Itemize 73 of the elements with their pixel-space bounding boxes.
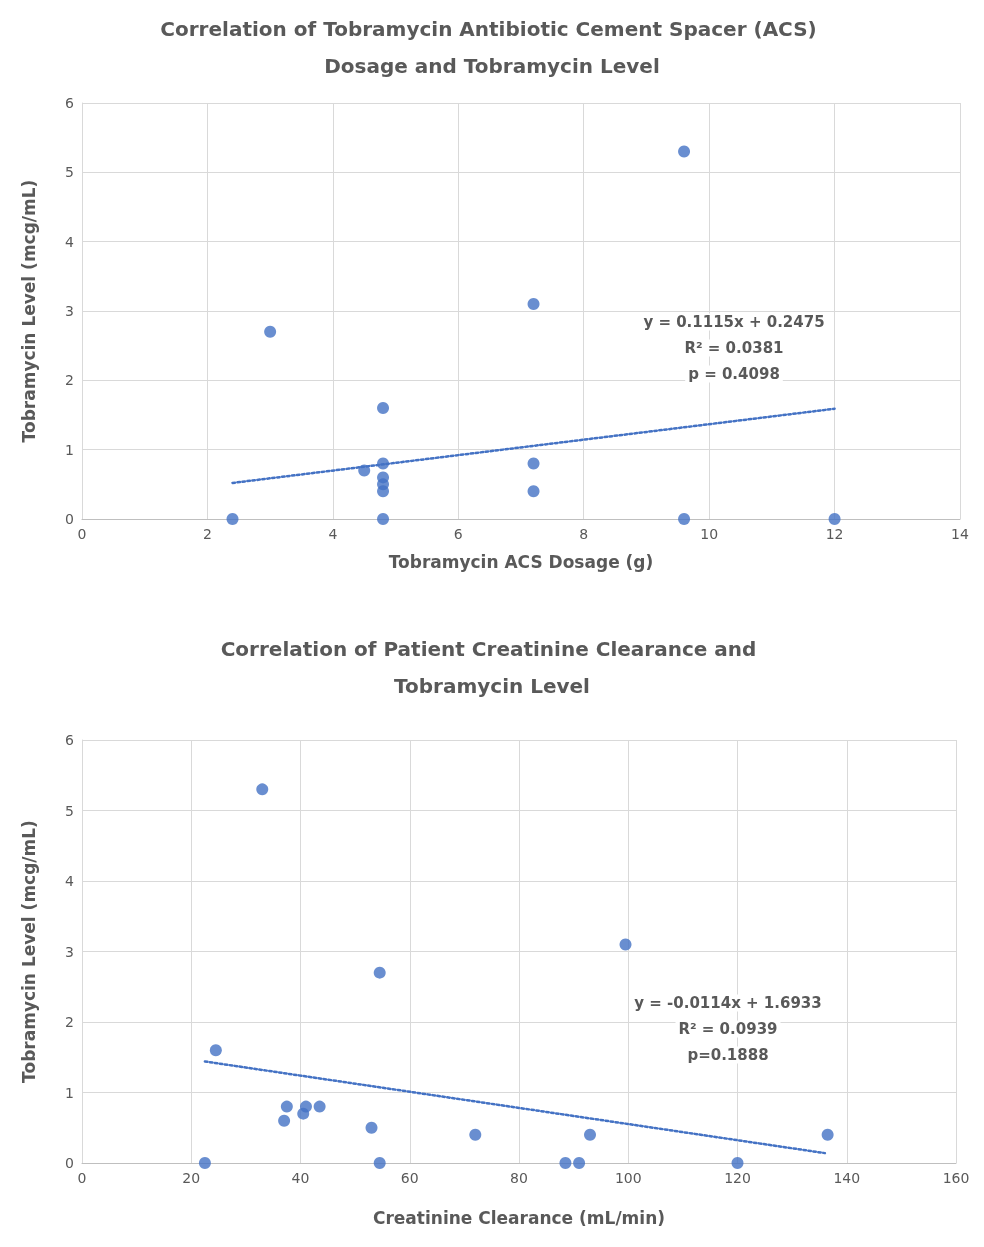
x-tick-label: 12 xyxy=(825,526,844,542)
y-tick-label: 5 xyxy=(65,802,74,819)
point xyxy=(377,402,390,415)
point xyxy=(299,1100,312,1113)
y-tick-label: 2 xyxy=(65,1014,74,1030)
x-tick-label: 80 xyxy=(510,1170,528,1186)
point xyxy=(377,485,390,498)
x-tick-label: 2 xyxy=(202,526,212,542)
point xyxy=(559,1157,572,1169)
y-tick-label: 1 xyxy=(65,441,74,458)
point xyxy=(256,783,269,796)
x-axis-title: Creatinine Clearance (mL/min) xyxy=(372,1207,666,1228)
point xyxy=(527,298,540,311)
x-tick-label: 60 xyxy=(400,1170,419,1186)
y-tick-label: 5 xyxy=(65,164,74,181)
point xyxy=(821,1128,834,1141)
point xyxy=(198,1157,211,1169)
point xyxy=(226,513,239,525)
point xyxy=(678,145,691,158)
x-tick-label: 10 xyxy=(700,526,719,542)
x-tick-label: 20 xyxy=(182,1170,201,1186)
point xyxy=(619,938,632,951)
annotation: y = -0.0114x + 1.6933 xyxy=(634,994,822,1012)
point xyxy=(731,1157,744,1169)
point xyxy=(278,1114,291,1127)
annotation: R² = 0.0381 xyxy=(684,339,784,357)
point xyxy=(209,1044,222,1057)
x-tick-label: 40 xyxy=(291,1170,310,1186)
x-tick-label: 120 xyxy=(724,1170,751,1186)
x-tick-label: 4 xyxy=(328,526,338,542)
y-tick-label: 0 xyxy=(65,511,74,527)
y-tick-label: 3 xyxy=(65,943,74,960)
point xyxy=(373,1157,386,1169)
point xyxy=(377,457,390,470)
point xyxy=(377,513,390,525)
point xyxy=(264,325,277,338)
y-tick-label: 1 xyxy=(65,1084,74,1101)
y-tick-label: 6 xyxy=(65,95,75,111)
x-axis-title: Tobramycin ACS Dosage (g) xyxy=(388,551,654,572)
chart-title: Correlation of Patient Creatinine Clearance and Tobramycin Level xyxy=(220,636,764,698)
point xyxy=(469,1128,482,1141)
point xyxy=(527,485,540,498)
point xyxy=(373,966,386,979)
point xyxy=(828,513,841,525)
x-tick-label: 100 xyxy=(614,1170,642,1186)
y-axis-title: Tobramycin Level (mcg/mL) xyxy=(18,820,39,1083)
point xyxy=(527,457,540,470)
x-tick-label: 14 xyxy=(951,526,969,542)
y-axis-title: Tobramycin Level (mcg/mL) xyxy=(18,179,39,443)
point xyxy=(678,513,691,525)
point xyxy=(584,1128,597,1141)
y-tick-label: 3 xyxy=(65,303,74,319)
y-tick-label: 0 xyxy=(65,1155,74,1171)
point xyxy=(358,464,371,477)
x-tick-label: 140 xyxy=(833,1170,861,1186)
x-tick-label: 8 xyxy=(579,526,589,542)
y-tick-label: 4 xyxy=(65,233,75,250)
chart-title: Correlation of Tobramycin Antibiotic Cement Spacer (ACS) Dosage and Tobramycin Level xyxy=(160,16,824,78)
x-tick-label: 0 xyxy=(77,526,87,542)
y-tick-label: 2 xyxy=(65,372,74,389)
point xyxy=(280,1100,293,1113)
annotation: y = 0.1115x + 0.2475 xyxy=(643,313,825,331)
x-tick-label: 160 xyxy=(942,1170,970,1186)
annotation: R² = 0.0939 xyxy=(678,1020,778,1038)
y-tick-label: 4 xyxy=(65,873,75,889)
point xyxy=(573,1157,586,1169)
annotation: p=0.1888 xyxy=(687,1046,769,1064)
x-tick-label: 0 xyxy=(77,1170,87,1186)
y-tick-label: 6 xyxy=(65,732,75,748)
x-tick-label: 6 xyxy=(453,526,463,542)
point xyxy=(365,1121,378,1134)
annotation: p = 0.4098 xyxy=(688,365,780,383)
point xyxy=(313,1100,326,1113)
